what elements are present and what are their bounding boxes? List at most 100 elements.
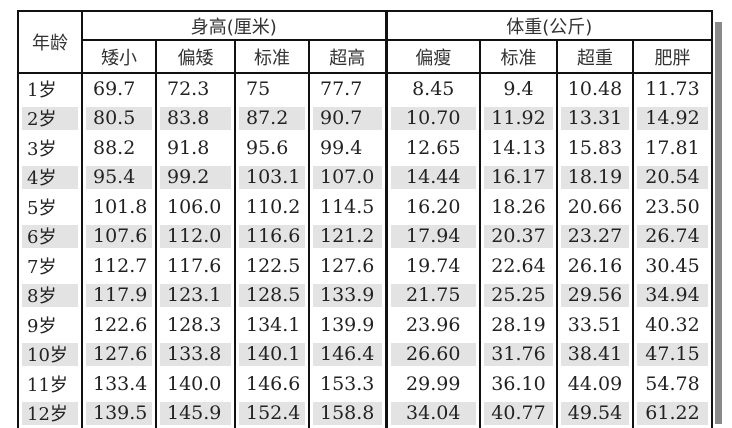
weight-cell: 20.54 <box>633 163 712 193</box>
height-cell: 72.3 <box>156 73 235 104</box>
weight-col-header: 偏瘦 <box>386 40 480 73</box>
age-cell: 7岁 <box>18 251 82 281</box>
age-cell: 6岁 <box>18 222 82 252</box>
height-cell: 139.9 <box>309 310 386 340</box>
height-cell: 75 <box>235 73 309 104</box>
weight-cell: 16.17 <box>480 163 557 193</box>
weight-cell: 30.45 <box>633 251 712 281</box>
weight-cell: 19.74 <box>386 251 480 281</box>
weight-cell: 40.32 <box>633 310 712 340</box>
weight-cell: 23.96 <box>386 310 480 340</box>
weight-cell: 29.99 <box>386 369 480 399</box>
height-cell: 103.1 <box>235 163 309 193</box>
height-cell: 133.4 <box>82 369 156 399</box>
weight-cell: 28.19 <box>480 310 557 340</box>
weight-group-header: 体重(公斤) <box>386 11 712 40</box>
weight-cell: 14.92 <box>633 104 712 134</box>
weight-col-header: 超重 <box>557 40 633 73</box>
height-cell: 91.8 <box>156 133 235 163</box>
height-col-header: 矮小 <box>82 40 156 73</box>
weight-cell: 54.78 <box>633 369 712 399</box>
height-cell: 128.5 <box>235 281 309 311</box>
weight-cell: 36.10 <box>480 369 557 399</box>
weight-cell: 21.75 <box>386 281 480 311</box>
weight-cell: 18.26 <box>480 192 557 222</box>
height-cell: 99.4 <box>309 133 386 163</box>
height-col-header: 标准 <box>235 40 309 73</box>
weight-cell: 23.27 <box>557 222 633 252</box>
weight-cell: 12.65 <box>386 133 480 163</box>
age-cell: 5岁 <box>18 192 82 222</box>
height-cell: 122.5 <box>235 251 309 281</box>
weight-cell: 8.45 <box>386 73 480 104</box>
weight-cell: 17.81 <box>633 133 712 163</box>
weight-cell: 14.13 <box>480 133 557 163</box>
height-cell: 101.8 <box>82 192 156 222</box>
height-cell: 112.7 <box>82 251 156 281</box>
height-cell: 77.7 <box>309 73 386 104</box>
weight-cell: 9.4 <box>480 73 557 104</box>
age-cell: 4岁 <box>18 163 82 193</box>
age-cell: 11岁 <box>18 369 82 399</box>
height-cell: 110.2 <box>235 192 309 222</box>
height-cell: 112.0 <box>156 222 235 252</box>
height-cell: 127.6 <box>82 340 156 370</box>
weight-cell: 47.15 <box>633 340 712 370</box>
weight-cell: 29.56 <box>557 281 633 311</box>
height-cell: 117.9 <box>82 281 156 311</box>
height-cell: 107.6 <box>82 222 156 252</box>
height-cell: 83.8 <box>156 104 235 134</box>
weight-cell: 11.73 <box>633 73 712 104</box>
height-cell: 133.9 <box>309 281 386 311</box>
height-cell: 128.3 <box>156 310 235 340</box>
height-cell: 107.0 <box>309 163 386 193</box>
height-cell: 88.2 <box>82 133 156 163</box>
height-cell: 127.6 <box>309 251 386 281</box>
weight-col-header: 肥胖 <box>633 40 712 73</box>
weight-cell: 13.31 <box>557 104 633 134</box>
weight-col-header: 标准 <box>480 40 557 73</box>
weight-cell: 25.25 <box>480 281 557 311</box>
growth-standards-table: 年龄 身高(厘米) 体重(公斤) 矮小 偏矮 标准 超高 偏瘦 标准 超重 肥胖… <box>17 10 713 428</box>
height-cell: 153.3 <box>309 369 386 399</box>
height-cell: 134.1 <box>235 310 309 340</box>
weight-cell: 11.92 <box>480 104 557 134</box>
weight-cell: 26.74 <box>633 222 712 252</box>
weight-cell: 26.16 <box>557 251 633 281</box>
weight-cell: 31.76 <box>480 340 557 370</box>
age-cell: 3岁 <box>18 133 82 163</box>
height-cell: 146.4 <box>309 340 386 370</box>
height-cell: 95.4 <box>82 163 156 193</box>
height-cell: 140.0 <box>156 369 235 399</box>
weight-cell: 26.60 <box>386 340 480 370</box>
height-cell: 146.6 <box>235 369 309 399</box>
scrollbar[interactable] <box>715 22 722 424</box>
height-cell: 121.2 <box>309 222 386 252</box>
height-cell: 90.7 <box>309 104 386 134</box>
height-cell: 99.2 <box>156 163 235 193</box>
weight-cell: 10.70 <box>386 104 480 134</box>
age-cell: 10岁 <box>18 340 82 370</box>
age-cell: 8岁 <box>18 281 82 311</box>
weight-cell: 14.44 <box>386 163 480 193</box>
age-cell: 1岁 <box>18 73 82 104</box>
weight-cell: 33.51 <box>557 310 633 340</box>
height-cell: 117.6 <box>156 251 235 281</box>
weight-cell: 16.20 <box>386 192 480 222</box>
height-cell: 80.5 <box>82 104 156 134</box>
age-header: 年龄 <box>18 11 82 73</box>
height-col-header: 偏矮 <box>156 40 235 73</box>
height-cell: 140.1 <box>235 340 309 370</box>
height-cell: 133.8 <box>156 340 235 370</box>
height-cell: 122.6 <box>82 310 156 340</box>
weight-cell: 17.94 <box>386 222 480 252</box>
weight-cell: 22.64 <box>480 251 557 281</box>
